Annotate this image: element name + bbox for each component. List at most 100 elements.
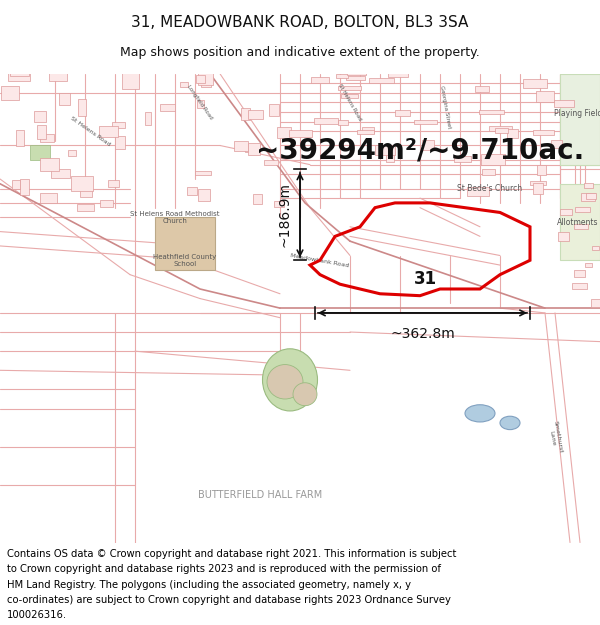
Bar xyxy=(533,183,544,194)
Bar xyxy=(20,179,29,195)
Bar xyxy=(99,126,118,137)
Bar xyxy=(71,176,92,191)
Text: ~186.9m: ~186.9m xyxy=(278,182,292,248)
Bar xyxy=(108,180,119,187)
Bar xyxy=(376,145,395,155)
Ellipse shape xyxy=(465,405,495,422)
Bar xyxy=(241,108,250,119)
Bar xyxy=(592,246,599,250)
Bar xyxy=(560,184,600,260)
Bar xyxy=(248,143,260,155)
Bar xyxy=(362,127,374,132)
Bar xyxy=(558,232,569,241)
Bar xyxy=(357,130,374,134)
Ellipse shape xyxy=(500,416,520,429)
Text: St Helens Road: St Helens Road xyxy=(69,116,111,147)
Text: Playing Field: Playing Field xyxy=(554,109,600,118)
Bar xyxy=(274,201,284,207)
Bar xyxy=(100,201,113,207)
Bar xyxy=(494,128,508,133)
Bar xyxy=(263,161,278,165)
Bar xyxy=(347,69,365,75)
Text: Heathfield County
School: Heathfield County School xyxy=(154,254,217,267)
Bar xyxy=(40,134,53,142)
Bar xyxy=(112,122,125,127)
Text: St Helens Road Methodist
Church: St Helens Road Methodist Church xyxy=(130,211,220,224)
Bar xyxy=(77,204,94,211)
Bar xyxy=(314,118,338,124)
Text: St Bede's Church: St Bede's Church xyxy=(457,184,523,193)
Text: co-ordinates) are subject to Crown copyright and database rights 2023 Ordnance S: co-ordinates) are subject to Crown copyr… xyxy=(7,595,451,605)
Bar xyxy=(395,110,410,116)
Bar xyxy=(523,79,547,88)
Bar xyxy=(16,130,25,146)
Bar xyxy=(40,193,57,203)
Bar xyxy=(422,140,434,150)
Bar xyxy=(560,74,600,164)
Bar xyxy=(59,93,70,104)
Bar xyxy=(482,169,495,174)
Bar xyxy=(475,86,489,92)
Bar xyxy=(34,111,46,122)
Text: ~362.8m: ~362.8m xyxy=(390,328,455,341)
Text: ~39294m²/~9.710ac.: ~39294m²/~9.710ac. xyxy=(256,136,584,164)
Bar xyxy=(467,187,488,196)
Bar xyxy=(180,82,188,87)
Bar xyxy=(575,207,590,212)
Bar xyxy=(507,129,518,138)
Bar xyxy=(551,139,562,148)
Ellipse shape xyxy=(263,349,317,411)
Bar xyxy=(8,66,30,81)
Bar xyxy=(369,78,394,83)
Bar xyxy=(253,194,262,204)
Bar xyxy=(68,150,76,156)
Bar xyxy=(145,112,151,124)
Bar xyxy=(37,124,46,139)
Bar xyxy=(78,99,86,116)
Bar xyxy=(1,86,19,100)
Bar xyxy=(115,136,125,149)
Bar xyxy=(195,171,211,175)
Bar xyxy=(40,158,59,171)
Bar xyxy=(277,127,291,138)
Bar xyxy=(234,141,248,151)
Bar xyxy=(10,68,29,76)
Text: Georgina Street: Georgina Street xyxy=(439,86,451,129)
Text: 31: 31 xyxy=(413,271,437,288)
Bar xyxy=(198,72,213,85)
Bar xyxy=(481,154,505,164)
Bar xyxy=(479,110,503,114)
Bar xyxy=(581,193,595,201)
Text: 31, MEADOWBANK ROAD, BOLTON, BL3 3SA: 31, MEADOWBANK ROAD, BOLTON, BL3 3SA xyxy=(131,15,469,30)
Bar xyxy=(122,72,139,89)
Bar xyxy=(155,217,215,270)
Bar xyxy=(187,187,197,195)
Bar xyxy=(338,86,361,91)
Bar xyxy=(454,156,471,162)
Text: Meadowbank Road: Meadowbank Road xyxy=(290,253,349,268)
Bar xyxy=(591,299,600,307)
Bar xyxy=(49,69,67,81)
Bar xyxy=(80,188,92,198)
Bar xyxy=(197,99,204,108)
Bar xyxy=(289,130,311,138)
Bar xyxy=(245,144,260,152)
Bar xyxy=(196,75,205,83)
Bar xyxy=(50,169,70,178)
Text: Smethurst
Lane: Smethurst Lane xyxy=(547,420,563,454)
Bar xyxy=(311,77,329,82)
Bar xyxy=(572,282,587,289)
Bar xyxy=(560,209,572,215)
Text: Allotments: Allotments xyxy=(557,217,599,226)
Bar xyxy=(585,263,592,267)
Bar xyxy=(336,74,348,79)
Bar xyxy=(386,154,394,161)
Bar xyxy=(341,94,358,98)
Bar xyxy=(414,119,437,124)
Bar xyxy=(197,189,209,201)
Text: BUTTERFIELD HALL FARM: BUTTERFIELD HALL FARM xyxy=(198,489,322,499)
Circle shape xyxy=(293,382,317,406)
Bar xyxy=(248,109,263,119)
Bar xyxy=(30,146,50,160)
Bar xyxy=(584,183,593,188)
